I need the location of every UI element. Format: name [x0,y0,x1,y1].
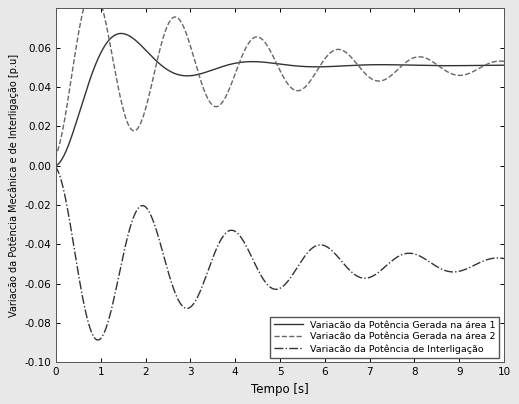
Legend: Variacão da Potência Gerada na área 1, Variacão da Potência Gerada na área 2, Va: Variacão da Potência Gerada na área 1, V… [270,317,499,358]
Variacão da Potência Gerada na área 2 [53,163,59,168]
Variacão da Potência de Interligação [131,214,137,219]
Variacão da Potência Gerada na área 2 [493,59,499,64]
Variacão da Potência Gerada na área 2 [244,43,251,48]
Variacão da Potência Gerada na área 2 [225,90,231,95]
Variacão da Potência de Interligação [501,256,507,261]
X-axis label: Tempo [s]: Tempo [s] [251,383,309,396]
Variacão da Potência de Interligação [53,163,59,168]
Variacão da Potência Gerada na área 1 [501,63,507,67]
Variacão da Potência Gerada na área 1 [104,40,110,45]
Variacão da Potência de Interligação [244,246,251,251]
Variacão da Potência Gerada na área 2 [444,69,450,74]
Variacão da Potência de Interligação [225,229,231,234]
Variacão da Potência Gerada na área 1 [225,63,231,67]
Variacão da Potência Gerada na área 1 [131,36,137,41]
Variacão da Potência de Interligação [104,322,111,327]
Line: Variacão da Potência Gerada na área 1: Variacão da Potência Gerada na área 1 [56,34,504,166]
Variacão da Potência Gerada na área 1 [444,63,450,68]
Variacão da Potência Gerada na área 1 [493,63,499,68]
Variacão da Potência de Interligação [444,269,450,274]
Y-axis label: Variacão da Potência Mecânica e de Interligação [p.u]: Variacão da Potência Mecânica e de Inter… [8,54,19,317]
Variacão da Potência Gerada na área 2 [131,128,137,133]
Variacão da Potência Gerada na área 1 [244,59,251,64]
Line: Variacão da Potência Gerada na área 2: Variacão da Potência Gerada na área 2 [56,0,504,166]
Variacão da Potência de Interligação [493,256,499,261]
Variacão da Potência de Interligação [95,338,101,343]
Variacão da Potência Gerada na área 2 [501,59,507,64]
Line: Variacão da Potência de Interligação: Variacão da Potência de Interligação [56,166,504,340]
Variacão da Potência Gerada na área 2 [104,27,111,32]
Variacão da Potência Gerada na área 1 [53,163,59,168]
Variacão da Potência Gerada na área 1 [118,31,124,36]
